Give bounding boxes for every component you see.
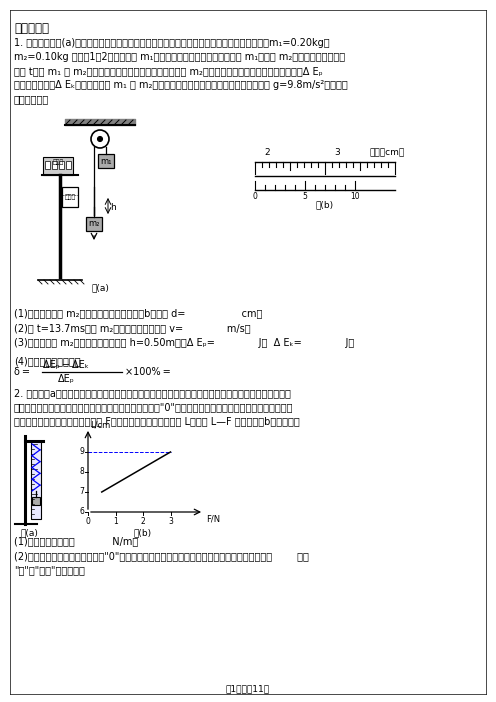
Text: 第1页，总11页: 第1页，总11页 <box>226 684 270 693</box>
Text: (4)本次实验的相对误差: (4)本次实验的相对误差 <box>14 356 81 366</box>
Text: 计时器: 计时器 <box>53 159 63 164</box>
Bar <box>98 154 114 168</box>
Text: 主尺（cm）: 主尺（cm） <box>370 148 405 157</box>
Text: ×100% =: ×100% = <box>125 367 171 377</box>
Bar <box>86 217 102 231</box>
Text: m₂: m₂ <box>88 220 100 228</box>
Bar <box>45 161 50 169</box>
Text: 3: 3 <box>168 517 173 526</box>
Text: m₁: m₁ <box>100 157 112 166</box>
Bar <box>43 157 73 175</box>
Text: 3: 3 <box>334 148 340 157</box>
Bar <box>62 187 78 207</box>
Text: "有"或"没有"），理由是: "有"或"没有"），理由是 <box>14 565 85 575</box>
Bar <box>31 441 41 519</box>
Text: 挂于铁架台上，刻度尺竖直固定在弹簧旁，并使刻度尺的"0"刻度与弹簧上端的固定点对齐，通过改变其下: 挂于铁架台上，刻度尺竖直固定在弹簧旁，并使刻度尺的"0"刻度与弹簧上端的固定点对… <box>14 402 294 412</box>
Text: 10: 10 <box>350 192 360 201</box>
Text: 8: 8 <box>79 468 84 477</box>
Text: 2: 2 <box>264 148 270 157</box>
Text: 间为 t，以 m₁ 和 m₂系统为研究对象，计算并比较从静止至 m₂到光电门的过程中，系统势能的减少量Δ Eₚ: 间为 t，以 m₁ 和 m₂系统为研究对象，计算并比较从静止至 m₂到光电门的过… <box>14 66 323 76</box>
Text: 0: 0 <box>86 517 90 526</box>
Text: m₂=0.10kg 的砝码1和2，用手托住 m₁，让细绳伸直系统保持静止后释放 m₁，测得 m₂经过光电门的挡光时: m₂=0.10kg 的砝码1和2，用手托住 m₁，让细绳伸直系统保持静止后释放 … <box>14 52 345 62</box>
Text: 图(b): 图(b) <box>316 200 334 209</box>
Bar <box>66 161 71 169</box>
Text: (1)弹簧的劲度系数为            N/m；: (1)弹簧的劲度系数为 N/m； <box>14 536 138 546</box>
Bar <box>52 161 57 169</box>
Text: 7: 7 <box>79 487 84 496</box>
Text: ΔEₚ: ΔEₚ <box>58 374 74 384</box>
Text: 图(b): 图(b) <box>134 528 152 537</box>
Text: 图(a): 图(a) <box>91 283 109 292</box>
Text: h: h <box>110 202 116 211</box>
Text: (2)另一位同学在实验中将度尺的"0"刻度在弹簧固定点的上方，你认为这对测量结果有没有影响        （填: (2)另一位同学在实验中将度尺的"0"刻度在弹簧固定点的上方，你认为这对测量结果… <box>14 551 309 561</box>
Text: (3)测得释放前 m₂与光电门的高度差为 h=0.50m，则Δ Eₚ=              J；  Δ Eₖ=              J；: (3)测得释放前 m₂与光电门的高度差为 h=0.50m，则Δ Eₚ= J； Δ… <box>14 338 354 348</box>
Text: 9: 9 <box>79 447 84 456</box>
Bar <box>59 161 64 169</box>
Text: 端悬挂的钩码个数改变弹簧的弹力 F，记录弹簧下端对应的刻度 L，作出 L—F 图像如图（b）所示，则: 端悬挂的钩码个数改变弹簧的弹力 F，记录弹簧下端对应的刻度 L，作出 L—F 图… <box>14 416 300 426</box>
Text: 1. 某同学利用图(a)的装置验证机械能守恒定律，细绳跨过固定的轻质滑轮，两端分别挂质量为m₁=0.20kg、: 1. 某同学利用图(a)的装置验证机械能守恒定律，细绳跨过固定的轻质滑轮，两端分… <box>14 38 330 48</box>
Text: 2: 2 <box>141 517 145 526</box>
Text: 与动能的增加量Δ Eₖ，就可以验证 m₁ 和 m₂系统的机械能是否守恒。回答下列问题：（取 g=9.8m/s²，结果保: 与动能的增加量Δ Eₖ，就可以验证 m₁ 和 m₂系统的机械能是否守恒。回答下列… <box>14 80 348 90</box>
Bar <box>32 497 40 505</box>
Text: δ =: δ = <box>14 367 30 377</box>
Circle shape <box>98 136 103 142</box>
Text: 1: 1 <box>113 517 118 526</box>
Text: 一、实验题: 一、实验题 <box>14 22 49 35</box>
Text: 留两位小数）: 留两位小数） <box>14 94 49 104</box>
Text: 0: 0 <box>252 192 257 201</box>
Text: 图(a): 图(a) <box>20 528 38 537</box>
Text: 光电门: 光电门 <box>64 194 75 200</box>
Text: L/cm: L/cm <box>90 421 110 430</box>
Text: 5: 5 <box>303 192 308 201</box>
Text: F/N: F/N <box>206 514 220 523</box>
Text: 2. 利用图（a）所示装置研究某弹簧的长度随弹力变化的关系并测定其劲度系数，一组同学将弹簧竖直悬: 2. 利用图（a）所示装置研究某弹簧的长度随弹力变化的关系并测定其劲度系数，一组… <box>14 388 291 398</box>
Text: ΔEₚ − ΔEₖ: ΔEₚ − ΔEₖ <box>43 360 89 370</box>
Text: (1)用游标卡尺测 m₂的厚（高），示数如图（b），则 d=                  cm；: (1)用游标卡尺测 m₂的厚（高），示数如图（b），则 d= cm； <box>14 308 262 318</box>
Text: 6: 6 <box>79 508 84 517</box>
Text: (2)若 t=13.7ms，则 m₂通过光电门时的速度 v=              m/s；: (2)若 t=13.7ms，则 m₂通过光电门时的速度 v= m/s； <box>14 323 250 333</box>
